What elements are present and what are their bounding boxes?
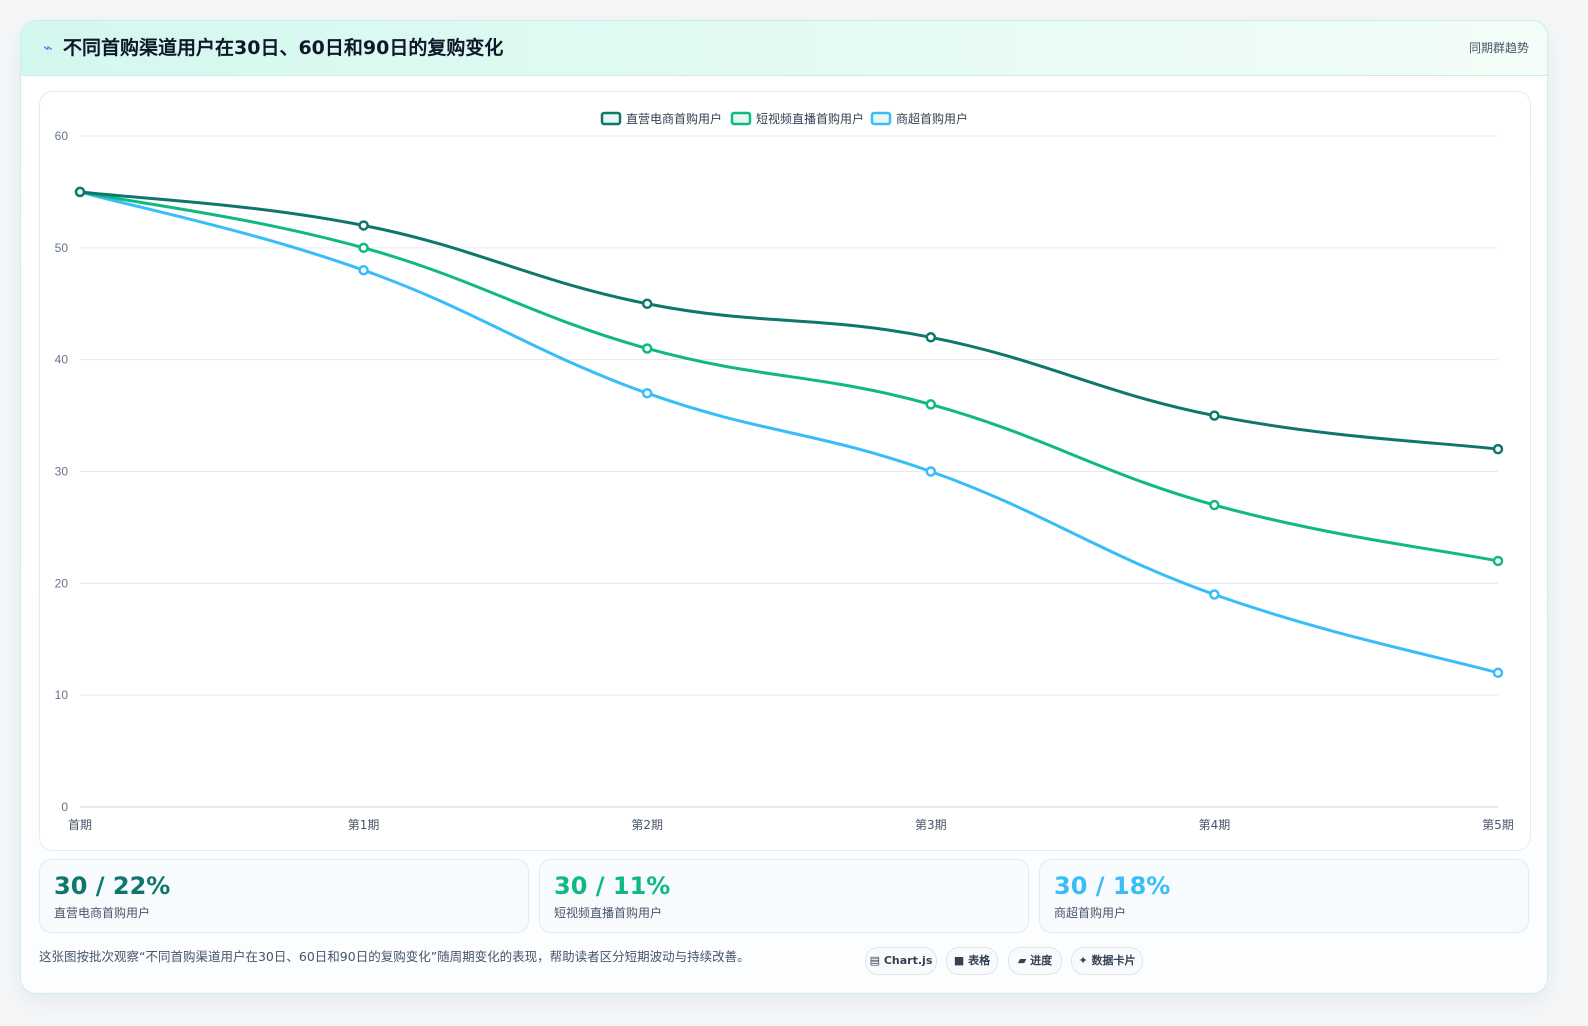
data-point [358, 220, 369, 231]
y-tick-label: 20 [55, 576, 69, 590]
legend-item: 商超首购用户 [870, 111, 968, 126]
stat-label: 商超首购用户 [1054, 906, 1127, 920]
stat-value: 30 / 18% [1054, 872, 1171, 900]
data-point [925, 466, 937, 477]
data-point [925, 399, 937, 410]
data-point [1209, 589, 1220, 600]
legend-label: 直营电商首购用户 [626, 111, 722, 126]
stat-label: 直营电商首购用户 [54, 906, 151, 920]
series-line [78, 190, 1500, 563]
y-tick-label: 40 [55, 353, 69, 367]
stat-value: 30 / 22% [54, 872, 171, 900]
pill-progress[interactable]: ▰ 进度 [1008, 947, 1062, 975]
pill-chartjs[interactable]: ▤ Chart.js [865, 947, 937, 975]
chart-card: ⌁ 不同首购渠道用户在30日、60日和90日的复购变化 同期群趋势 0 10 20 3… [20, 20, 1548, 994]
data-point [925, 332, 937, 343]
y-tick-label: 0 [61, 800, 68, 814]
legend-swatch [730, 111, 752, 126]
chart-panel: 0 10 20 30 40 50 60 首期 第1期 第2期 第3期 第4期 第5期 直营电商首购用户 短视… [39, 91, 1531, 851]
card-header: ⌁ 不同首购渠道用户在30日、60日和90日的复购变化 同期群趋势 [21, 21, 1547, 76]
data-point [358, 242, 369, 254]
stat-card: 30 / 22% 直营电商首购用户 [39, 859, 529, 933]
pill-label: Chart.js [883, 954, 933, 967]
y-tick-label: 50 [55, 241, 69, 255]
y-tick-label: 10 [55, 688, 69, 702]
legend-swatch [870, 111, 892, 126]
header-tag: 同期群趋势 [1468, 41, 1529, 55]
data-point [641, 387, 653, 399]
legend-item: 短视频直播首购用户 [730, 111, 864, 126]
data-point [74, 186, 86, 198]
pill-data-cards[interactable]: ✦ 数据卡片 [1071, 947, 1143, 975]
stat-card: 30 / 18% 商超首购用户 [1039, 859, 1529, 933]
legend-label: 商超首购用户 [896, 111, 968, 126]
x-tick-label: 第1期 [348, 818, 380, 832]
y-tick-label: 30 [55, 465, 69, 479]
stat-value: 30 / 11% [554, 872, 671, 900]
lightning-icon: ⌁ [43, 38, 53, 57]
series-line [78, 190, 1500, 675]
x-tick-label: 第2期 [631, 818, 663, 832]
table-icon: ■ [953, 954, 965, 967]
chart-icon: ▤ [869, 954, 881, 967]
chart-title: 不同首购渠道用户在30日、60日和90日的复购变化 [63, 37, 504, 59]
chart-description: 这张图按批次观察“不同首购渠道用户在30日、60日和90日的复购变化”随周期变化… [39, 949, 750, 964]
legend-item: 直营电商首购用户 [600, 111, 722, 126]
stat-card: 30 / 11% 短视频直播首购用户 [539, 859, 1029, 933]
line-chart: 0 10 20 30 40 50 60 首期 第1期 第2期 第3期 第4期 第5期 直营电商首购用户 短视… [55, 111, 1514, 832]
pill-label: 数据卡片 [1091, 954, 1136, 967]
data-point [1209, 410, 1220, 421]
data-point [641, 343, 653, 354]
stat-label: 短视频直播首购用户 [554, 906, 663, 920]
x-tick-label: 第3期 [915, 818, 947, 832]
pill-table[interactable]: ■ 表格 [946, 947, 998, 975]
pill-label: 表格 [968, 954, 991, 967]
x-tick-label: 首期 [68, 818, 92, 832]
y-tick-label: 60 [55, 129, 69, 143]
x-tick-label: 第5期 [1482, 818, 1514, 832]
data-point [358, 264, 369, 276]
sparkle-icon: ✦ [1078, 954, 1088, 967]
data-point [1492, 555, 1504, 567]
data-point [1209, 499, 1220, 511]
data-point [1492, 667, 1504, 679]
series-line [78, 190, 1500, 451]
legend-swatch [600, 111, 622, 126]
legend-label: 短视频直播首购用户 [756, 111, 864, 126]
data-point [1492, 443, 1504, 455]
data-point [641, 298, 653, 309]
x-tick-label: 第4期 [1199, 818, 1231, 832]
progress-icon: ▰ [1017, 954, 1027, 967]
pill-label: 进度 [1030, 954, 1053, 967]
